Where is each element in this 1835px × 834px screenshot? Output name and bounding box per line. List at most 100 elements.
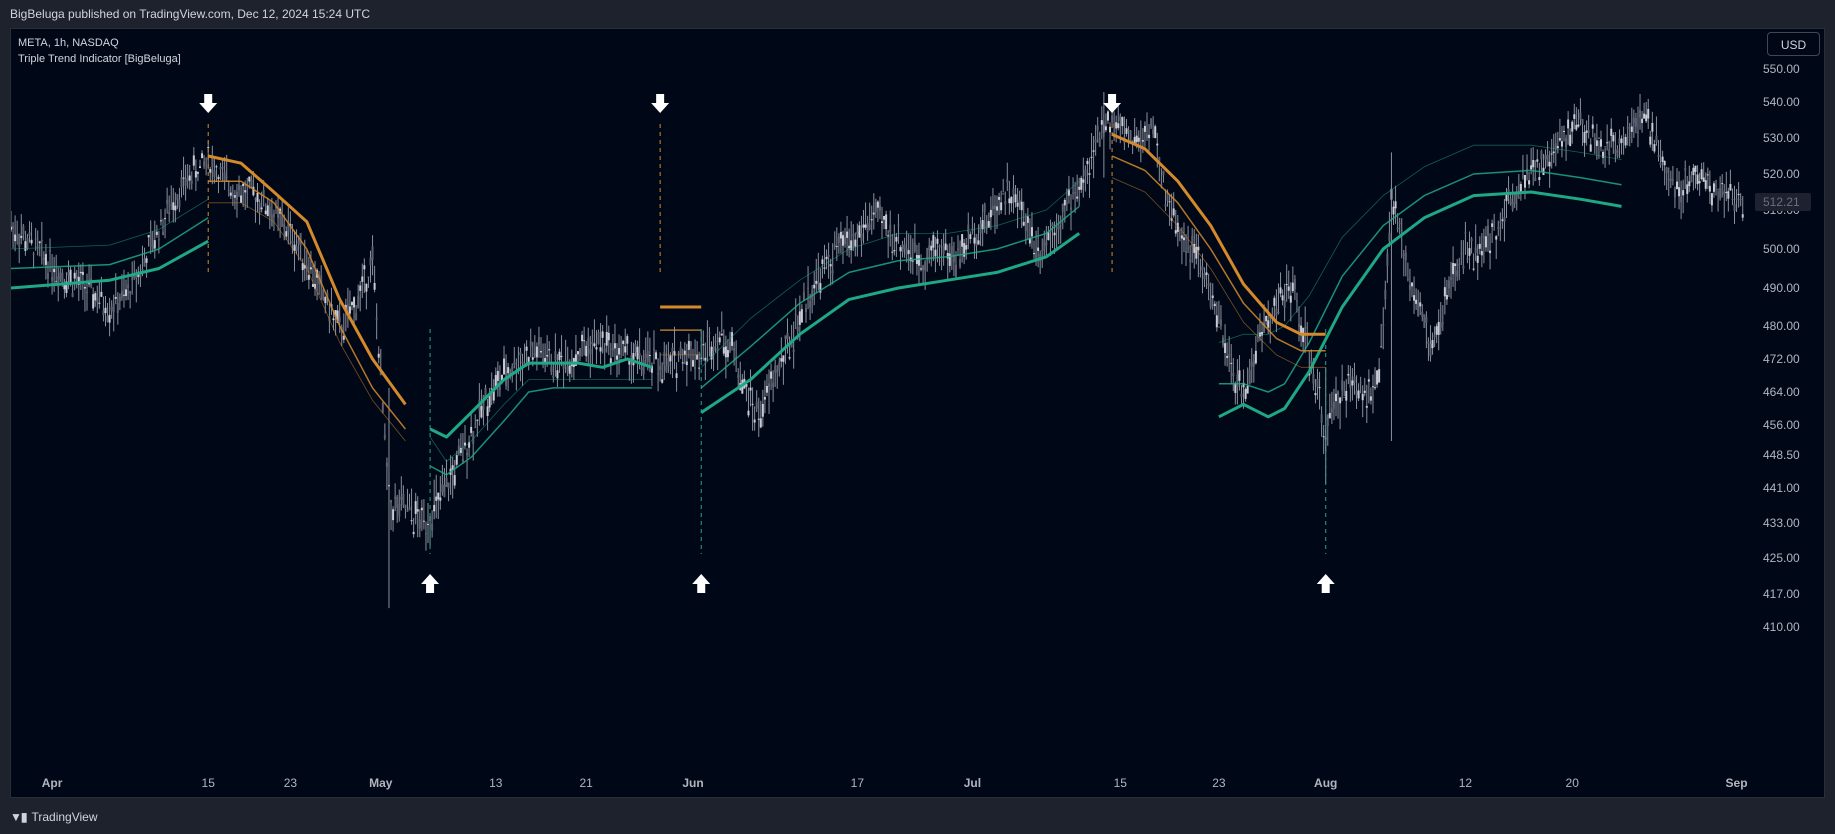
candle-body bbox=[240, 195, 243, 203]
candle-body bbox=[110, 307, 113, 311]
candle-body bbox=[1037, 247, 1040, 251]
candle-body bbox=[1166, 192, 1169, 201]
candle-body bbox=[424, 533, 427, 535]
candle-body bbox=[51, 277, 54, 281]
candle-body bbox=[837, 237, 840, 244]
candle-body bbox=[414, 501, 417, 514]
candle-body bbox=[1669, 178, 1672, 182]
candle-body bbox=[254, 198, 257, 200]
candle-body bbox=[1328, 412, 1331, 419]
candle-body bbox=[866, 223, 869, 233]
candle-body bbox=[751, 403, 754, 405]
candle-body bbox=[807, 287, 810, 289]
candle-body bbox=[1189, 259, 1192, 262]
candle-body bbox=[131, 275, 134, 281]
candle-body bbox=[846, 231, 849, 238]
candle-body bbox=[996, 206, 999, 211]
candle-body bbox=[1487, 225, 1490, 236]
candle-body bbox=[398, 504, 401, 517]
candle-body bbox=[1678, 187, 1681, 197]
symbol-line[interactable]: META, 1h, NASDAQ bbox=[18, 37, 119, 49]
candle-body bbox=[669, 355, 672, 362]
candle-body bbox=[1293, 279, 1296, 290]
candle-body bbox=[1595, 140, 1598, 146]
candle-body bbox=[1402, 254, 1405, 256]
candle-body bbox=[233, 195, 236, 198]
candle-body bbox=[55, 281, 58, 283]
candle-body bbox=[1501, 219, 1504, 221]
candle-body bbox=[159, 220, 162, 222]
candle-body bbox=[408, 506, 411, 511]
candle-body bbox=[77, 276, 80, 285]
indicator-name[interactable]: Triple Trend Indicator [BigBeluga] bbox=[18, 53, 181, 65]
candle-body bbox=[79, 271, 82, 274]
candle-body bbox=[924, 261, 927, 271]
candle-body bbox=[673, 351, 676, 356]
candle-body bbox=[671, 347, 674, 353]
candle-body bbox=[1332, 401, 1335, 409]
candle-body bbox=[876, 201, 879, 208]
candle-body bbox=[821, 259, 824, 264]
candle-body bbox=[307, 275, 310, 280]
candle-body bbox=[461, 459, 464, 462]
candle-body bbox=[453, 475, 456, 486]
candle-body bbox=[338, 316, 341, 322]
candle-body bbox=[1626, 127, 1629, 129]
candle-body bbox=[445, 477, 448, 487]
candle-body bbox=[1295, 300, 1298, 302]
candle-body bbox=[1610, 128, 1613, 136]
candle-body bbox=[1700, 169, 1703, 180]
candle-body bbox=[1499, 222, 1502, 224]
candle-body bbox=[1394, 201, 1397, 209]
candle-body bbox=[14, 234, 17, 242]
x-axis-tick-label: 17 bbox=[851, 776, 865, 790]
candle-body bbox=[145, 258, 148, 263]
candle-body bbox=[605, 331, 608, 346]
candle-body bbox=[1536, 159, 1539, 162]
candle-body bbox=[792, 349, 795, 353]
candle-body bbox=[1643, 113, 1646, 119]
candle-body bbox=[576, 351, 579, 355]
candle-body bbox=[1133, 136, 1136, 144]
candle-body bbox=[1326, 414, 1329, 427]
candle-body bbox=[712, 346, 715, 351]
candle-body bbox=[675, 373, 678, 378]
candle-body bbox=[940, 260, 943, 262]
tradingview-logo[interactable]: ▼▮ TradingView bbox=[10, 800, 98, 834]
candle-body bbox=[311, 284, 314, 287]
candle-body bbox=[118, 296, 121, 302]
candle-body bbox=[1263, 322, 1266, 333]
candle-body bbox=[1639, 109, 1642, 118]
candle-body bbox=[648, 355, 651, 357]
candle-body bbox=[630, 355, 633, 359]
candle-body bbox=[1410, 282, 1413, 287]
candle-body bbox=[665, 365, 668, 372]
candle-body bbox=[1316, 378, 1319, 387]
candle-body bbox=[870, 219, 873, 221]
candle-body bbox=[268, 206, 271, 217]
candle-body bbox=[1250, 361, 1253, 367]
candle-body bbox=[1577, 124, 1580, 127]
candle-body bbox=[1493, 221, 1496, 223]
currency-button[interactable]: USD bbox=[1767, 32, 1820, 56]
candle-body bbox=[718, 337, 721, 343]
candle-body bbox=[998, 196, 1001, 200]
candle-body bbox=[1195, 246, 1198, 259]
candle-body bbox=[1398, 222, 1401, 224]
candle-body bbox=[435, 496, 438, 501]
candle-body bbox=[385, 462, 388, 467]
candle-body bbox=[595, 347, 598, 350]
chart-frame[interactable]: 550.00540.00530.00520.00510.00500.00490.… bbox=[10, 28, 1825, 798]
candle-body bbox=[1587, 130, 1590, 133]
candle-body bbox=[829, 264, 832, 267]
price-chart[interactable]: 550.00540.00530.00520.00510.00500.00490.… bbox=[11, 29, 1824, 797]
candle-body bbox=[1061, 203, 1064, 212]
candle-body bbox=[12, 226, 15, 229]
candle-body bbox=[1334, 393, 1337, 402]
candle-body bbox=[1618, 138, 1621, 145]
candle-body bbox=[628, 360, 631, 365]
candle-body bbox=[957, 248, 960, 250]
candle-body bbox=[1649, 136, 1652, 145]
candle-body bbox=[18, 233, 21, 247]
candle-body bbox=[1585, 130, 1588, 133]
